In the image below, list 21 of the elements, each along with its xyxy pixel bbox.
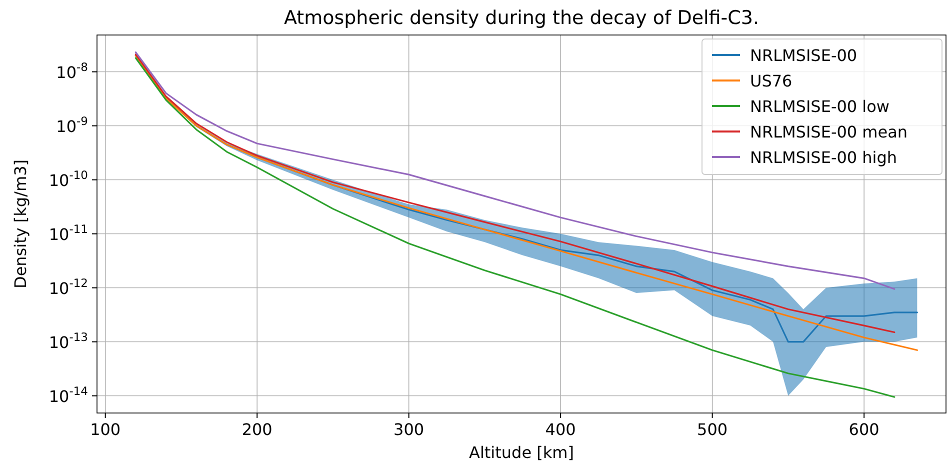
y-axis-title: Density [kg/m3] — [11, 160, 30, 288]
x-tick-label: 500 — [697, 420, 728, 439]
chart-title: Atmospheric density during the decay of Delfi-C3. — [284, 7, 760, 29]
y-tick-label: 10$^{-14}$ — [48, 384, 88, 406]
x-axis-title: Altitude [km] — [469, 443, 574, 462]
y-tick-label: 10$^{-9}$ — [56, 114, 88, 136]
legend-label: US76 — [750, 72, 792, 90]
legend-label: NRLMSISE-00 mean — [750, 122, 908, 142]
x-tick-label: 300 — [394, 420, 424, 439]
x-tick-label: 200 — [242, 420, 272, 439]
legend-label: NRLMSISE-00 low — [750, 97, 890, 116]
x-tick-label: 400 — [545, 420, 576, 439]
legend-label: NRLMSISE-00 — [750, 46, 858, 65]
y-tick-label: 10$^{-8}$ — [56, 60, 88, 82]
x-tick-label: 100 — [90, 420, 121, 439]
y-tick-label: 10$^{-11}$ — [48, 222, 88, 244]
legend-label: NRLMSISE-00 high — [750, 148, 898, 167]
y-tick-label: 10$^{-12}$ — [48, 276, 88, 298]
x-tick-label: 600 — [848, 420, 880, 439]
y-tick-label: 10$^{-13}$ — [48, 330, 88, 352]
y-tick-label: 10$^{-10}$ — [48, 168, 88, 190]
